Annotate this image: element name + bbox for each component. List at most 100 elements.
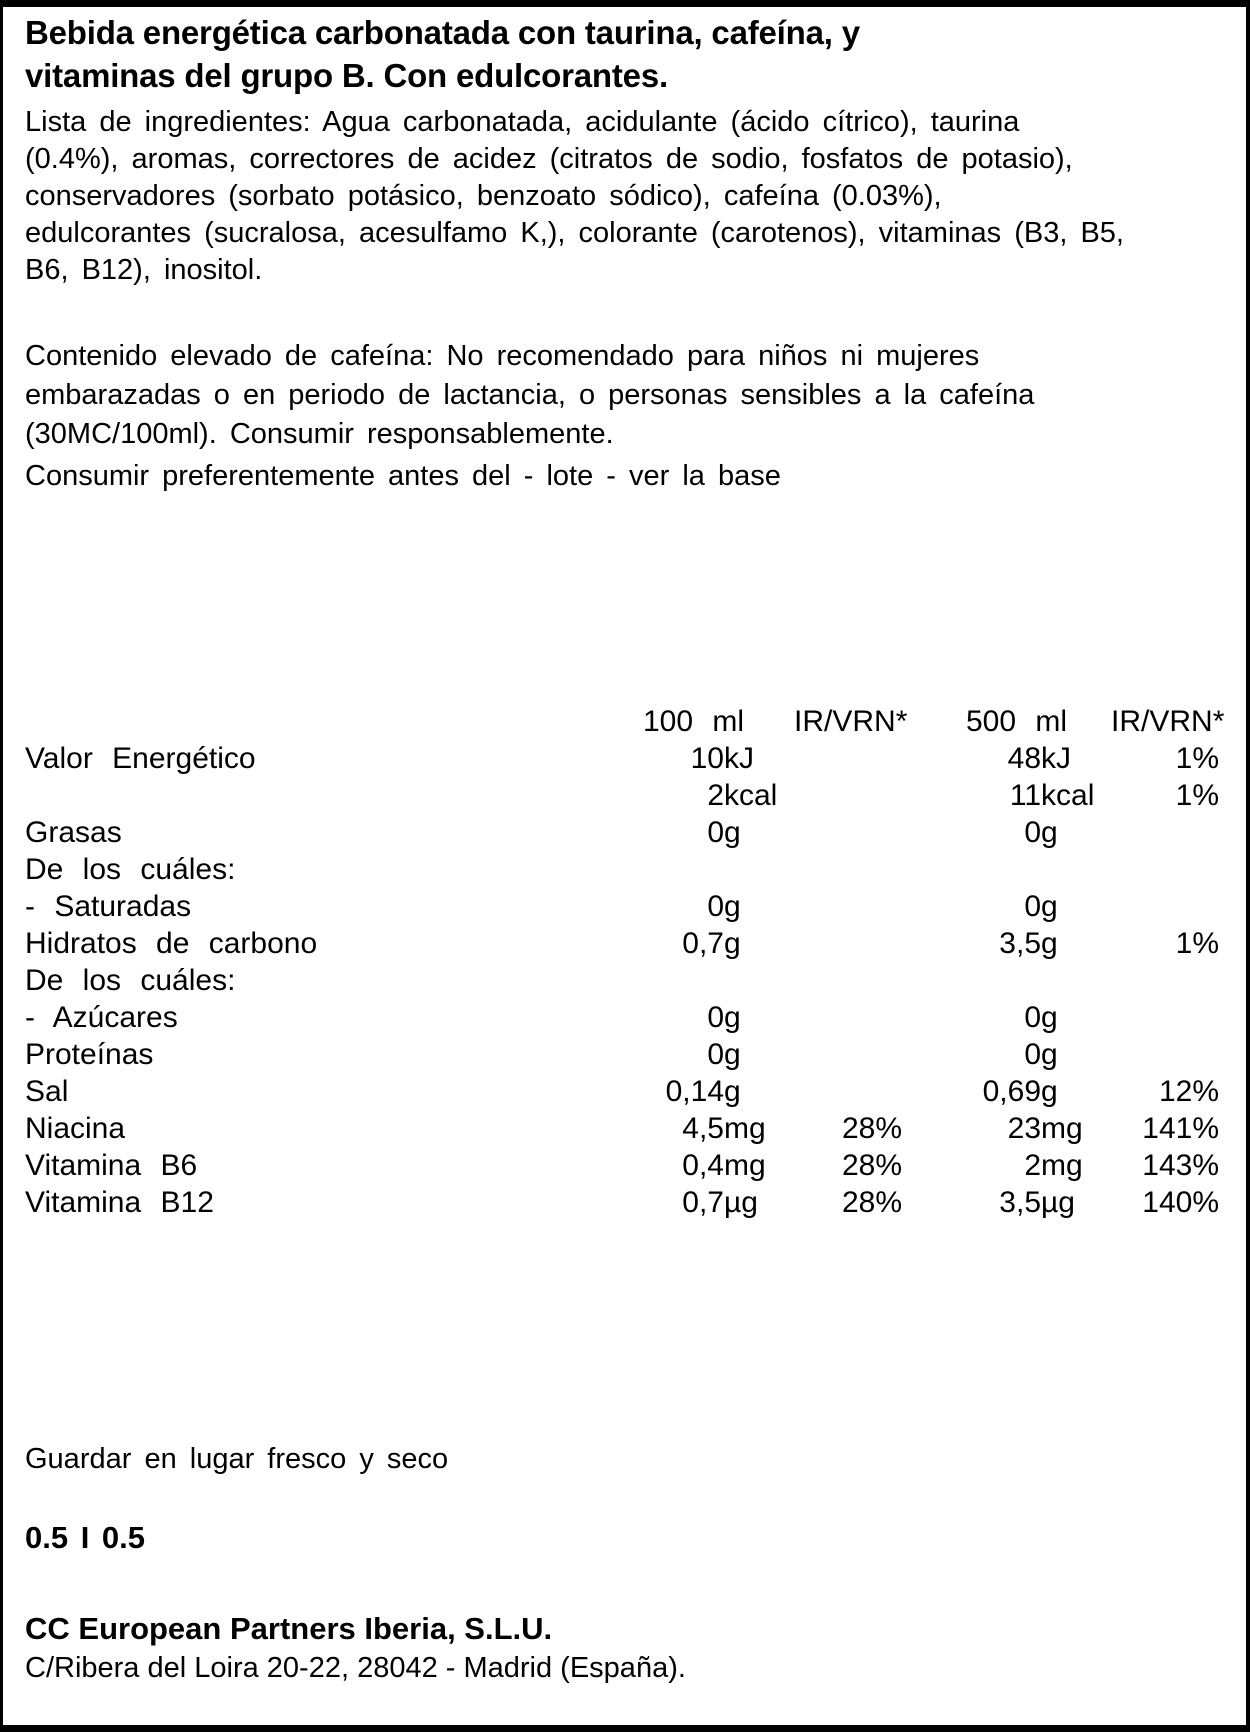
nutrient-name: Vitamina B6 [25,1149,198,1182]
unit-500ml: mg [1041,1149,1083,1182]
value-500ml: 11 [1009,779,1042,812]
value-500ml: 48 [1007,742,1042,775]
column-header-500ml: 500 ml [965,705,1068,738]
irvrn-500ml: 12% [1158,1075,1220,1108]
value-500ml: 3,5 [999,927,1042,960]
unit-500ml: g [1041,1038,1058,1071]
nutrient-name: - Azúcares [25,1001,178,1034]
irvrn-500ml [1111,1036,1219,1073]
unit-500ml: g [1041,927,1058,960]
value-100ml: 10 [690,742,724,775]
nutrition-row-vitamin-b6: Vitamina B6 0,4 mg 28% 2 mg 143% [25,1147,1219,1184]
unit-100ml: mg [724,1112,766,1145]
unit-100ml [724,851,794,888]
unit-500ml [1041,962,1111,999]
unit-100ml: g [724,1075,741,1108]
nutrition-table: 100 ml IR/VRN* 500 ml IR/VRN* Valor Ener… [25,703,1224,1221]
irvrn-100ml: 28% [841,1149,903,1182]
product-description-title: Bebida energética carbonatada con taurin… [25,14,860,94]
nutrition-row-of-which: De los cuáles: [25,962,1219,999]
value-500ml: 3,5 [999,1186,1042,1219]
value-500ml: 0,69 [982,1075,1042,1108]
best-before-line: Consumir preferentemente antes del - lot… [25,460,781,492]
irvrn-500ml [1111,814,1219,851]
irvrn-500ml [1111,851,1219,888]
value-100ml: 0 [707,816,724,849]
unit-500ml: kcal [1041,779,1095,812]
nutrient-name: Sal [25,1075,69,1108]
unit-100ml: kJ [724,742,754,775]
value-100ml: 0,14 [665,1075,724,1108]
value-500ml: 0 [1024,1001,1042,1034]
irvrn-500ml: 1% [1175,779,1220,812]
irvrn-500ml: 141% [1142,1112,1220,1145]
unit-500ml: g [1041,890,1058,923]
nutrition-row-energy-kcal: 2 kcal 11 kcal 1% [25,777,1219,814]
irvrn-100ml [794,851,902,888]
nutrition-row-protein: Proteínas 0 g 0 g [25,1036,1219,1073]
unit-100ml: g [724,1001,741,1034]
storage-instructions: Guardar en lugar fresco y seco [25,1443,449,1475]
value-100ml: 0 [707,1001,724,1034]
unit-100ml: g [724,927,741,960]
nutrition-row-of-which: De los cuáles: [25,851,1219,888]
value-100ml: 0,7 [682,927,724,960]
nutrient-name: Hidratos de carbono [25,927,318,960]
nutrition-row-salt: Sal 0,14 g 0,69 g 12% [25,1073,1219,1110]
nutrition-header-row: 100 ml IR/VRN* 500 ml IR/VRN* [25,703,1224,740]
nutrition-row-niacin: Niacina 4,5 mg 28% 23 mg 141% [25,1110,1219,1147]
unit-100ml: mg [724,1149,766,1182]
nutrition-row-fat: Grasas 0 g 0 g [25,814,1219,851]
nutrition-row-energy-kj: Valor Energético 10 kJ 48 kJ 1% [25,740,1219,777]
nutrient-name: Vitamina B12 [25,1186,214,1219]
irvrn-500ml [1111,999,1219,1036]
irvrn-100ml [794,814,902,851]
company-name: CC European Partners Iberia, S.L.U. [25,1611,553,1646]
value-100ml: 0 [707,1038,724,1071]
company-address: C/Ribera del Loira 20-22, 28042 - Madrid… [25,1652,686,1684]
value-500ml: 23 [1007,1112,1042,1145]
value-100ml [445,851,724,888]
irvrn-100ml [794,740,902,777]
nutrition-row-carbohydrates: Hidratos de carbono 0,7 g 3,5 g 1% [25,925,1219,962]
caffeine-warning-paragraph: Contenido elevado de cafeína: No recomen… [25,340,1035,450]
irvrn-500ml: 1% [1175,927,1220,960]
nutrient-name: Niacina [25,1112,126,1145]
nutrition-row-sugars: - Azúcares 0 g 0 g [25,999,1219,1036]
unit-100ml: µg [724,1186,758,1219]
nutrient-name: De los cuáles: [25,964,236,997]
irvrn-100ml [794,1073,902,1110]
unit-500ml: kJ [1041,742,1072,775]
header-spacer [25,703,445,740]
value-500ml: 0 [1024,1038,1042,1071]
unit-500ml: g [1041,816,1058,849]
unit-100ml: g [724,816,741,849]
ingredients-paragraph: Lista de ingredientes: Agua carbonatada,… [25,106,1124,286]
irvrn-100ml: 28% [841,1112,903,1145]
unit-500ml: mg [1041,1112,1083,1145]
value-100ml: 0 [707,890,724,923]
column-header-100ml: 100 ml [642,705,745,738]
nutrition-row-vitamin-b12: Vitamina B12 0,7 µg 28% 3,5 µg 140% [25,1184,1219,1221]
irvrn-500ml: 143% [1142,1149,1220,1182]
value-100ml: 4,5 [682,1112,724,1145]
value-500ml: 0 [1024,816,1042,849]
irvrn-500ml: 140% [1142,1186,1220,1219]
value-500ml: 0 [1024,890,1042,923]
irvrn-100ml [794,888,902,925]
nutrient-name: - Saturadas [25,890,192,923]
unit-500ml: g [1041,1075,1058,1108]
unit-500ml: µg [1041,1186,1075,1219]
value-100ml: 2 [707,779,724,812]
irvrn-500ml [1111,888,1219,925]
unit-500ml [1041,851,1111,888]
column-header-irvrn-100ml: IR/VRN* [794,705,908,738]
nutrient-name: Grasas [25,816,122,849]
irvrn-500ml: 1% [1175,742,1220,775]
unit-100ml: kcal [724,779,778,812]
irvrn-100ml [794,962,902,999]
nutrient-name: Valor Energético [25,742,256,775]
irvrn-100ml [794,925,902,962]
unit-100ml: g [724,890,741,923]
